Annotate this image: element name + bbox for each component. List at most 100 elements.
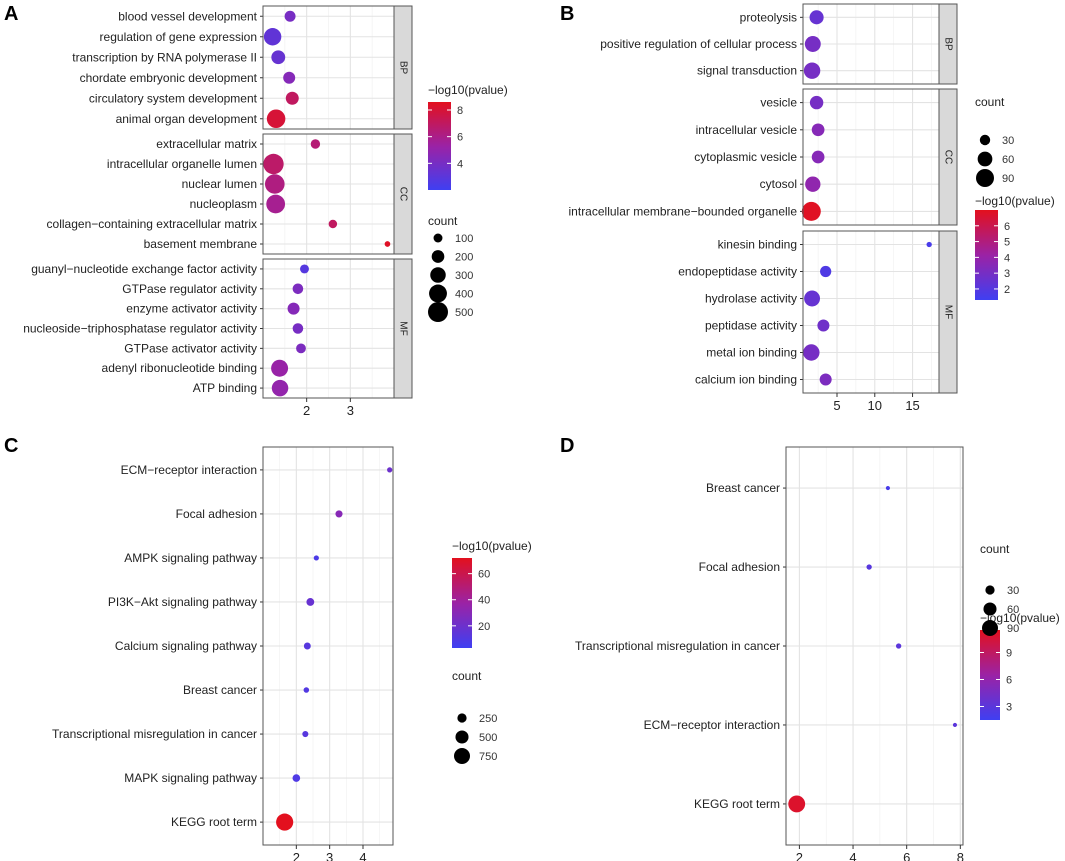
color-legend-label: 4 [457,158,463,170]
y-label-atp-binding: ATP binding [193,381,257,395]
size-legend-key [454,748,470,764]
point-mapk-signaling-pathway [292,774,301,782]
size-legend-key [985,585,995,595]
point-ampk-signaling-pathway [313,555,319,561]
color-legend-label: 60 [478,569,490,581]
panel-c: ECM−receptor interaction Focal adhesion AM… [52,446,532,861]
size-legend-key [455,730,469,744]
color-legend-label: 2 [1004,284,1010,296]
size-legend-label: 100 [455,233,473,245]
y-label-focal-adhesion: Focal adhesion [176,507,257,521]
y-label-kegg-root-term: KEGG root term [171,815,257,829]
point-peptidase-activity [817,319,830,332]
y-label-gtpase-activator-activity: GTPase activator activity [124,341,257,355]
x-tick-label: 5 [833,398,840,413]
y-label-nucleoside-triphosphatase-regulator-activity: nucleoside−triphosphatase regulator acti… [23,322,257,336]
point-breast-cancer [303,687,310,693]
point-circulatory-system-development [285,91,299,105]
y-label-calcium-signaling-pathway: Calcium signaling pathway [115,639,257,653]
facet-strip-bp [938,3,958,85]
size-legend-key [982,620,998,636]
point-cytoplasmic-vesicle [811,150,825,164]
facet-strip-cc [393,133,413,255]
y-label-ecm-receptor-interaction: ECM−receptor interaction [644,718,780,732]
size-legend-title: count [452,669,482,683]
point-pi3k-akt-signaling-pathway [306,598,315,606]
y-label-circulatory-system-development: circulatory system development [89,91,258,105]
size-legend-key [457,713,467,723]
y-label-nucleoplasm: nucleoplasm [190,197,257,211]
size-legend-title: count [428,214,458,228]
panel-border [785,446,964,846]
size-legend-label: 400 [455,289,473,301]
facet-label-mf: MF [397,321,408,335]
size-legend-title: count [975,95,1005,109]
y-label-calcium-ion-binding: calcium ion binding [695,373,797,387]
point-intracellular-vesicle [811,123,825,137]
y-label-chordate-embryonic-development: chordate embryonic development [80,71,258,85]
size-legend-label: 90 [1007,623,1019,635]
point-calcium-signaling-pathway [303,642,311,650]
y-label-mapk-signaling-pathway: MAPK signaling pathway [124,771,257,785]
color-legend-title: −log10(pvalue) [975,194,1055,208]
point-gtpase-activator-activity [296,343,306,354]
point-signal-transduction [803,62,821,79]
y-label-breast-cancer: Breast cancer [706,481,780,495]
y-label-pi3k-akt-signaling-pathway: PI3K−Akt signaling pathway [108,595,257,609]
point-gtpase-regulator-activity [292,283,304,295]
point-cytosol [805,176,821,192]
x-tick-label: 10 [868,398,882,413]
point-kegg-root-term [788,795,806,813]
y-label-extracellular-matrix: extracellular matrix [156,137,257,151]
y-label-intracellular-organelle-lumen: intracellular organelle lumen [107,157,257,171]
y-label-kegg-root-term: KEGG root term [694,797,780,811]
point-transcription-by-rna-polymerase-ii [271,50,286,65]
point-hydrolase-activity [804,290,821,307]
y-label-kinesin-binding: kinesin binding [718,238,797,252]
y-label-proteolysis: proteolysis [740,10,797,24]
y-label-vesicle: vesicle [760,96,797,110]
size-legend-key [977,151,993,167]
facet-label-bp: BP [397,61,408,75]
y-label-collagen-containing-extracellular-matrix: collagen−containing extracellular matrix [47,217,257,231]
size-legend-key [431,250,445,263]
size-legend-key [976,169,994,187]
size-legend-key [983,602,997,616]
x-tick-label: 3 [347,403,354,418]
point-transcriptional-misregulation-in-cancer [302,730,309,738]
y-label-endopeptidase-activity: endopeptidase activity [678,265,797,279]
size-legend-label: 30 [1002,135,1014,147]
point-nucleoplasm [266,194,286,214]
point-intracellular-membrane-bounded-organelle [801,201,821,221]
x-tick-label: 6 [903,850,910,861]
x-tick-label: 8 [957,850,964,861]
point-proteolysis [809,10,824,25]
point-nucleoside-triphosphatase-regulator-activity [292,323,304,334]
size-legend-label: 250 [479,713,497,725]
point-transcriptional-misregulation-in-cancer [895,643,902,649]
point-positive-regulation-of-cellular-process [804,36,821,52]
x-tick-label: 2 [293,850,300,861]
color-legend-label: 40 [478,595,490,607]
y-label-transcription-by-rna-polymerase-ii: transcription by RNA polymerase II [72,50,257,64]
y-label-intracellular-membrane-bounded-organelle: intracellular membrane−bounded organelle [569,204,798,218]
facet-strip-bp [393,5,413,130]
y-label-blood-vessel-development: blood vessel development [118,9,257,23]
color-legend-label: 6 [1006,675,1012,687]
size-legend-key [979,134,991,146]
size-legend-label: 200 [455,252,473,264]
point-endopeptidase-activity [820,265,832,278]
y-label-regulation-of-gene-expression: regulation of gene expression [100,30,257,44]
y-label-nuclear-lumen: nuclear lumen [182,177,257,191]
panel-border [262,446,394,846]
y-label-intracellular-vesicle: intracellular vesicle [696,123,798,137]
size-legend-label: 750 [479,751,497,763]
size-legend-key [429,284,447,303]
panel-b-frame [802,230,940,394]
y-label-enzyme-activator-activity: enzyme activator activity [126,302,257,316]
panel-label-a: A [4,3,18,25]
color-bar [975,210,998,300]
point-breast-cancer [885,485,890,491]
y-label-focal-adhesion: Focal adhesion [699,560,780,574]
